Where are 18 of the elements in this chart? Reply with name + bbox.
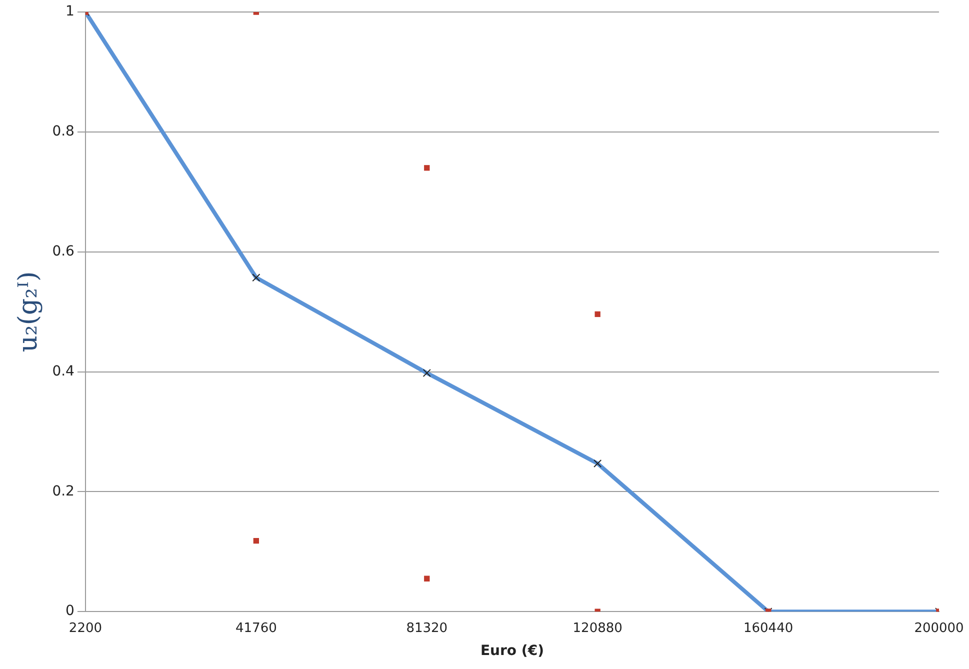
y-tick-label: 0.4 <box>52 363 75 380</box>
point <box>424 165 430 171</box>
x-tick-label: 120880 <box>572 620 622 636</box>
x-tick-label: 200000 <box>914 620 964 636</box>
y-tick-label: 1 <box>66 4 74 20</box>
y-tick-label: 0.8 <box>52 124 74 140</box>
y-tick-label: 0.6 <box>52 243 75 260</box>
x-tick-label: 41760 <box>235 620 277 636</box>
y-tick-label: 0.2 <box>52 483 74 500</box>
x-tick-label: 81320 <box>406 620 448 636</box>
point <box>594 311 600 318</box>
y-axis-title: u₂(g₂ᴵ) <box>13 271 44 352</box>
point <box>424 576 430 582</box>
x-axis-title: Euro (€) <box>480 643 544 660</box>
point <box>253 538 259 544</box>
x-tick-label: 160440 <box>743 620 794 636</box>
x-tick-label: 2200 <box>68 620 102 636</box>
y-tick-label: 0 <box>66 603 74 620</box>
